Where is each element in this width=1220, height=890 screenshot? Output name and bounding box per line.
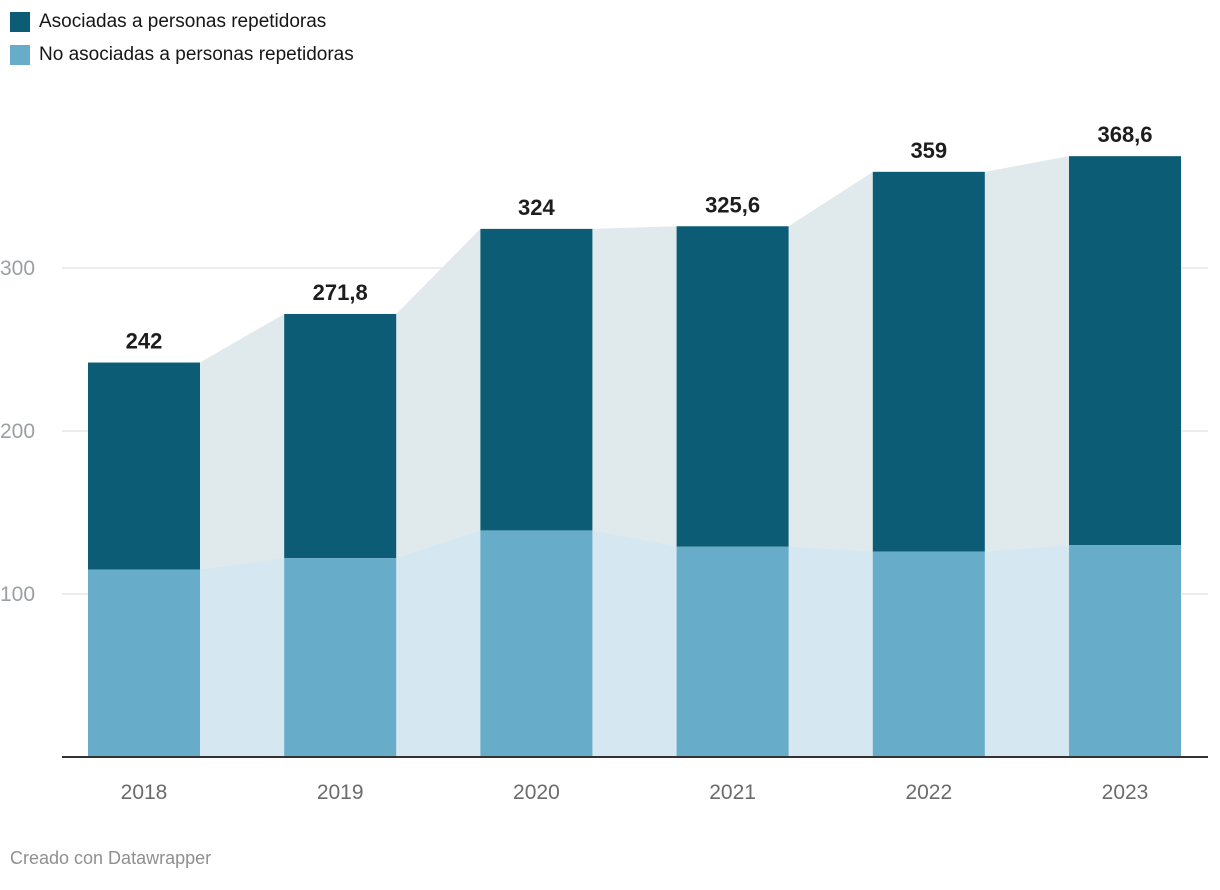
attribution: Creado con Datawrapper bbox=[10, 848, 212, 868]
bar-segment-no-asociadas[interactable] bbox=[88, 569, 200, 757]
y-axis-tick-label: 100 bbox=[0, 583, 35, 606]
bar-segment-no-asociadas[interactable] bbox=[1069, 545, 1181, 757]
value-label: 242 bbox=[126, 329, 163, 354]
bar-segment-no-asociadas[interactable] bbox=[284, 558, 397, 757]
legend-swatch-light bbox=[10, 45, 30, 65]
bar-segment-asociadas[interactable] bbox=[284, 313, 397, 559]
x-axis-tick-label: 2023 bbox=[1102, 781, 1149, 804]
bar-segment-asociadas[interactable] bbox=[88, 362, 200, 570]
bar-segment-no-asociadas[interactable] bbox=[676, 546, 789, 757]
y-axis-tick-label: 200 bbox=[0, 420, 35, 443]
area-no-asociadas bbox=[88, 530, 1181, 757]
x-axis-tick-label: 2021 bbox=[709, 781, 756, 804]
legend-swatch-dark bbox=[10, 12, 30, 32]
x-axis-tick-label: 2022 bbox=[905, 781, 952, 804]
bar-segment-asociadas[interactable] bbox=[480, 228, 593, 531]
bar-segment-asociadas[interactable] bbox=[676, 226, 789, 547]
value-label: 359 bbox=[910, 138, 947, 163]
value-label: 324 bbox=[518, 195, 555, 220]
legend-label-asociadas: Asociadas a personas repetidoras bbox=[39, 11, 327, 32]
y-axis-tick-label: 300 bbox=[0, 257, 35, 280]
bar-segment-no-asociadas[interactable] bbox=[872, 551, 985, 757]
legend-label-no-asociadas: No asociadas a personas repetidoras bbox=[39, 44, 354, 65]
chart-plot: 300 200 100 242 271,8 324 325,6 359 368,6 2018 201… bbox=[0, 122, 1208, 804]
bar-segment-asociadas[interactable] bbox=[872, 171, 985, 552]
legend-item-no-asociadas: No asociadas a personas repetidoras bbox=[10, 45, 354, 65]
x-axis-tick-label: 2020 bbox=[513, 781, 560, 804]
legend-item-asociadas: Asociadas a personas repetidoras bbox=[10, 12, 354, 32]
bar-segment-asociadas[interactable] bbox=[1069, 156, 1181, 546]
bar-segment-no-asociadas[interactable] bbox=[480, 530, 593, 757]
x-axis-tick-label: 2019 bbox=[317, 781, 364, 804]
x-axis-tick-label: 2018 bbox=[121, 781, 168, 804]
value-label: 271,8 bbox=[313, 280, 368, 305]
value-label: 368,6 bbox=[1097, 122, 1152, 147]
legend: Asociadas a personas repetidoras No asoc… bbox=[10, 12, 354, 78]
value-label: 325,6 bbox=[705, 192, 760, 217]
